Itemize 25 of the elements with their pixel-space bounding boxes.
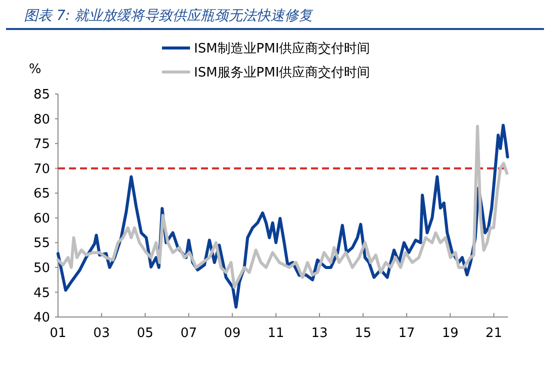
y-tick-label: 50 [33, 260, 50, 276]
x-tick-label: 07 [180, 326, 198, 341]
chart-title: 图表 7: 就业放缓将导致供应瓶颈无法快速修复 [24, 8, 314, 24]
y-tick-label: 75 [33, 137, 50, 152]
y-axis-title: % [28, 62, 42, 77]
y-tick-label: 70 [33, 162, 50, 177]
x-tick-label: 05 [136, 326, 154, 341]
y-tick-label: 40 [33, 310, 50, 326]
x-tick-label: 11 [268, 326, 284, 341]
x-tick-label: 03 [93, 326, 110, 341]
legend-label: ISM服务业PMI供应商交付时间 [194, 64, 370, 81]
x-tick-label: 21 [486, 326, 502, 341]
y-tick-label: 45 [33, 286, 50, 301]
legend-label: ISM制造业PMI供应商交付时间 [194, 40, 370, 57]
x-tick-label: 19 [442, 326, 459, 341]
x-tick-label: 17 [398, 326, 415, 341]
y-tick-label: 65 [33, 186, 50, 202]
x-tick-label: 15 [354, 326, 372, 341]
x-tick-label: 13 [311, 326, 328, 341]
x-tick-label: 01 [50, 326, 66, 341]
y-tick-label: 85 [33, 88, 50, 103]
y-tick-label: 55 [33, 236, 50, 252]
x-tick-label: 09 [224, 326, 241, 341]
y-tick-label: 80 [33, 112, 50, 128]
y-tick-label: 60 [33, 211, 50, 226]
